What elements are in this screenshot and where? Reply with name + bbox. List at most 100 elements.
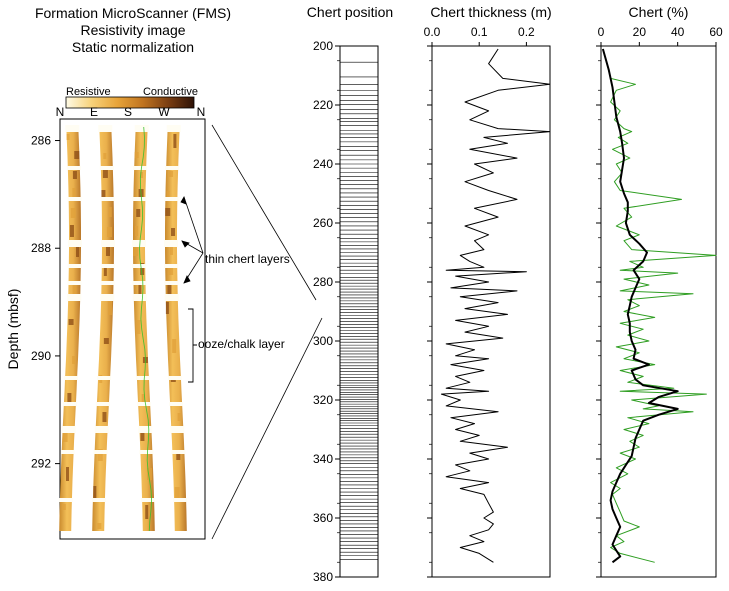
fms-conductive-patch	[62, 430, 68, 442]
thin-chert-annotation	[180, 196, 204, 284]
fms-pads	[58, 125, 188, 532]
fms-conductive-patch	[173, 134, 177, 148]
chert-bed	[100, 197, 115, 201]
fms-conductive-patch	[70, 208, 76, 218]
chert-bed	[99, 166, 114, 170]
colorbar-right-label: Conductive	[143, 86, 198, 98]
fms-conductive-patch	[103, 264, 107, 276]
x-tick-label: 0	[598, 25, 605, 39]
fms-conductive-patch	[72, 356, 76, 364]
orientation-label: N	[197, 105, 206, 119]
series-line	[601, 48, 679, 564]
fms-conductive-patch	[141, 394, 145, 402]
orientation-label: E	[90, 105, 98, 119]
fms-conductive-patch	[106, 227, 112, 237]
chert-bed	[91, 498, 106, 502]
fms-conductive-patch	[174, 487, 180, 499]
fms-conductive-patch	[97, 449, 103, 461]
chart-title: Chert (%)	[629, 4, 689, 20]
chert-thickness-chart: Chert thickness (m) 0.0 0.1 0.2	[424, 4, 552, 578]
chert-bed	[100, 281, 115, 285]
chert-bed	[135, 376, 150, 380]
fms-conductive-patch	[102, 412, 107, 422]
y-tick-label: 380	[313, 570, 333, 584]
fms-conductive-patch	[108, 301, 113, 315]
fms-conductive-patch	[72, 171, 77, 179]
series-line	[440, 48, 551, 563]
fms-conductive-patch	[67, 393, 72, 403]
fms-conductive-patch	[108, 207, 112, 217]
chert-bed	[132, 264, 147, 268]
ooze-chalk-label: ooze/chalk layer	[198, 337, 285, 351]
colorbar: Resistive Conductive	[65, 86, 198, 109]
y-tick-label: 260	[313, 216, 333, 230]
fms-conductive-patch	[133, 246, 139, 256]
fms-conductive-patch	[165, 208, 171, 216]
fms-conductive-patch	[168, 265, 174, 275]
fms-image-panel: N E S W N 286 288 290 292 Depth (mbsf) thin che…	[5, 105, 290, 540]
chert-bed	[58, 498, 73, 502]
depth-tick-label: 292	[31, 457, 51, 471]
chert-bed	[132, 240, 147, 247]
thin-chert-label: thin chert layers	[205, 252, 290, 266]
fms-conductive-patch	[169, 171, 174, 177]
orientation-label: S	[124, 105, 132, 119]
chert-bed	[100, 264, 115, 268]
x-tick-label: 0.1	[471, 25, 488, 39]
chert-bed	[134, 125, 149, 132]
chert-bed	[95, 402, 110, 406]
chert-bed	[67, 281, 82, 285]
orientation-label: N	[56, 105, 65, 119]
fms-conductive-patch	[140, 172, 144, 178]
chert-bed	[164, 294, 179, 301]
chert-bed	[67, 294, 82, 301]
chert-bed	[60, 450, 75, 454]
y-tick-label: 340	[313, 452, 333, 466]
chert-bed	[97, 376, 112, 380]
chert-bed	[165, 166, 180, 170]
fms-conductive-patch	[74, 151, 80, 159]
x-tick-label: 40	[671, 25, 685, 39]
depth-tick-label: 290	[31, 349, 51, 363]
fms-conductive-patch	[172, 339, 177, 353]
chert-bed	[171, 450, 186, 454]
fms-conductive-patch	[103, 153, 107, 159]
chert-percent-chart: Chert (%) 0 20 40 60	[596, 4, 723, 578]
chert-bed	[141, 498, 156, 502]
chert-bed	[64, 376, 79, 380]
fms-conductive-patch	[171, 228, 176, 236]
fms-conductive-patch	[134, 152, 139, 158]
fms-conductive-patch	[101, 190, 106, 198]
fms-conductive-patch	[136, 320, 141, 334]
chert-bed	[132, 294, 147, 301]
chert-bed	[100, 294, 115, 301]
chert-bed	[62, 402, 77, 406]
fms-conductive-patch	[145, 505, 149, 519]
chert-bed	[164, 240, 179, 247]
fms-conductive-patch	[103, 338, 109, 344]
chert-bed	[67, 264, 82, 268]
fms-conductive-patch	[135, 226, 139, 236]
y-tick-label: 320	[313, 393, 333, 407]
x-tick-label: 0.2	[518, 25, 535, 39]
fms-conductive-patch	[177, 413, 181, 421]
zoom-connectors	[211, 124, 323, 540]
depth-axis: 286 288 290 292	[31, 134, 60, 471]
chert-bed	[164, 197, 179, 201]
y-tick-label: 220	[313, 98, 333, 112]
chert-bed	[67, 240, 82, 247]
chert-bed	[170, 426, 185, 433]
x-tick-label: 60	[709, 25, 723, 39]
y-tick-label: 360	[313, 511, 333, 525]
chert-bed	[164, 264, 179, 268]
depth-tick-label: 286	[31, 134, 51, 148]
x-tick-label: 0.0	[424, 25, 441, 39]
colorbar-left-label: Resistive	[66, 86, 111, 98]
ooze-chalk-bracket	[188, 308, 197, 383]
chert-bed	[164, 281, 179, 285]
chert-bed	[138, 426, 153, 433]
x-tick-label: 20	[633, 25, 647, 39]
fms-title-line-2: Resistivity image	[80, 22, 185, 38]
chert-bed	[94, 426, 109, 433]
